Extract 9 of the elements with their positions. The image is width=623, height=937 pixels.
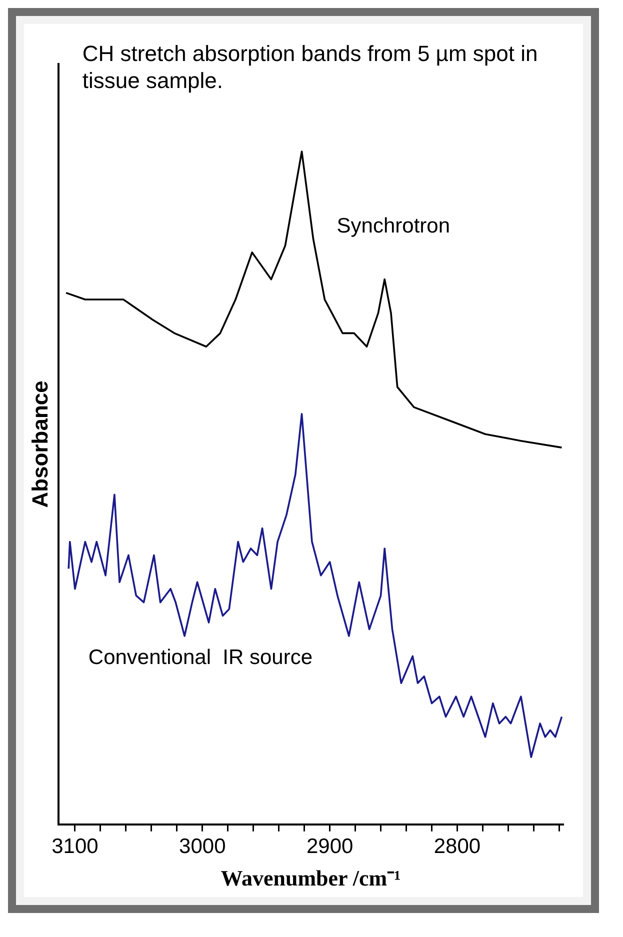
x-tick-label: 2900 [306,834,354,858]
text: CH stretch absorption bands from 5 µm spot in tissue sample. [82,41,538,94]
x-tick-label: 3000 [179,834,226,858]
series-label: Synchrotron [336,214,450,238]
x-axis-title: Wavenumber /cm⁻¹ [220,865,401,890]
x-tick-label: 2800 [434,834,481,858]
series-label: Conventional IR source [88,646,313,669]
y-axis-title: Absorbance [27,380,52,508]
x-tick-label: 3100 [52,834,98,858]
